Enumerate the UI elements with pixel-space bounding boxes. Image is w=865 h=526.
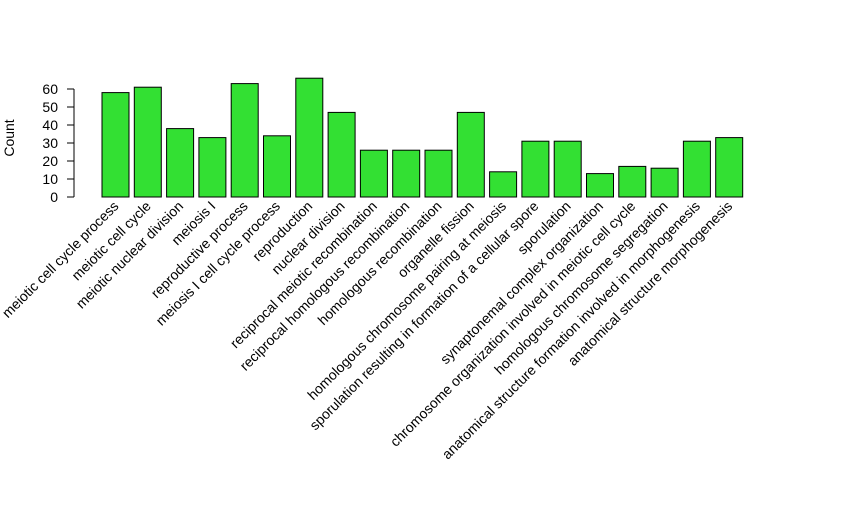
bars-group [101, 77, 744, 198]
bar [230, 83, 259, 198]
bar [198, 137, 227, 198]
bar [359, 149, 388, 198]
bar [489, 171, 518, 198]
bar [586, 173, 614, 198]
bar [618, 165, 647, 198]
y-tick-label: 60 [42, 81, 58, 97]
bar [101, 92, 130, 198]
y-axis-label: Count [1, 119, 17, 156]
bar [424, 149, 453, 198]
bar [650, 167, 679, 198]
y-tick-label: 40 [42, 117, 58, 133]
bar [553, 140, 582, 198]
bar [263, 135, 291, 198]
bar [715, 137, 744, 198]
y-tick-label: 20 [42, 153, 58, 169]
y-tick-label: 0 [50, 189, 58, 205]
bar [392, 149, 421, 198]
bar [456, 111, 485, 198]
bar [133, 86, 162, 198]
bar [521, 140, 550, 198]
bar [682, 140, 711, 198]
y-tick-label: 50 [42, 99, 58, 115]
y-axis: 0 10 20 30 40 50 60 [42, 81, 75, 205]
bar [295, 77, 324, 198]
bar [327, 111, 356, 198]
bar [166, 128, 195, 198]
y-tick-label: 30 [42, 135, 58, 151]
y-tick-label: 10 [42, 171, 58, 187]
